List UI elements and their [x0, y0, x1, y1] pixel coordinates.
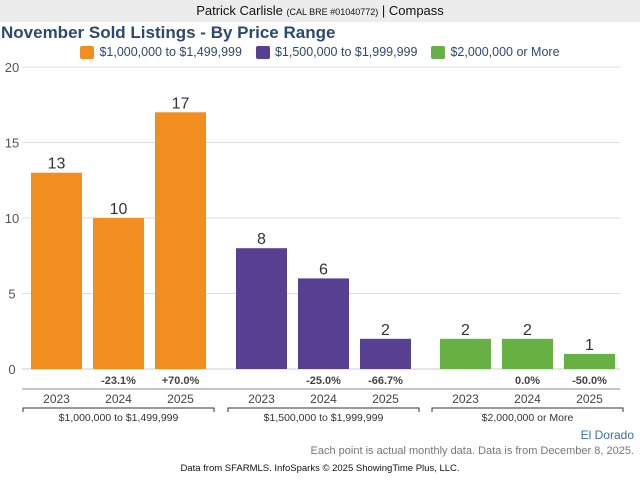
change-label: -50.0%: [572, 375, 607, 387]
bar: [564, 353, 615, 369]
bar-value-label: 17: [172, 95, 190, 112]
x-tick-label: 2025: [372, 392, 399, 406]
x-tick-label: 2023: [248, 392, 275, 406]
group-label: $1,000,000 to $1,499,999: [59, 412, 179, 424]
bar: [236, 248, 287, 369]
bar-value-label: 6: [319, 261, 328, 278]
group-bracket: [431, 407, 624, 412]
legend-label: $2,000,000 or More: [450, 45, 560, 59]
x-tick-label: 2024: [105, 392, 132, 406]
data-source-footer: Data from SFARMLS. InfoSparks © 2025 Sho…: [180, 463, 460, 474]
x-tick-label: 2024: [514, 392, 541, 406]
x-tick-label: 2023: [43, 392, 70, 406]
group-label: $2,000,000 or More: [482, 412, 574, 424]
bar: [360, 338, 411, 369]
legend-item-1m-1-5m: $1,000,000 to $1,499,999: [80, 45, 242, 59]
bar: [440, 338, 491, 369]
x-tick-label: 2023: [452, 392, 479, 406]
change-label: -66.7%: [368, 375, 403, 387]
x-tick-label: 2024: [310, 392, 337, 406]
bar: [298, 278, 349, 369]
y-tick-label: 10: [5, 211, 19, 226]
x-tick-label: 2025: [167, 392, 194, 406]
agent-license: (CAL BRE #01040772): [286, 7, 379, 17]
chart-legend: $1,000,000 to $1,499,999 $1,500,000 to $…: [0, 45, 640, 59]
legend-item-1-5m-2m: $1,500,000 to $1,999,999: [255, 45, 418, 59]
agent-name: Patrick Carlisle: [196, 3, 283, 18]
x-tick-label: 2025: [576, 392, 603, 406]
header-separator: |: [381, 3, 386, 18]
bar-value-label: 2: [381, 322, 390, 339]
bar: [502, 338, 553, 369]
group-bracket: [227, 407, 420, 412]
legend-label: $1,500,000 to $1,999,999: [274, 45, 418, 59]
agent-header: Patrick Carlisle (CAL BRE #01040772) | C…: [0, 0, 640, 22]
y-tick-label: 0: [8, 362, 15, 377]
group-bracket: [22, 407, 215, 412]
legend-swatch: [431, 45, 446, 59]
bar-value-label: 10: [110, 201, 128, 218]
bar-value-label: 1: [585, 337, 594, 354]
bar-value-label: 2: [523, 322, 532, 339]
change-label: -23.1%: [101, 375, 136, 387]
brokerage-name: Compass: [388, 3, 444, 18]
legend-item-2m-plus: $2,000,000 or More: [431, 45, 560, 59]
bar-value-label: 2: [461, 322, 470, 339]
y-tick-label: 5: [8, 287, 15, 302]
bar-value-label: 8: [257, 231, 266, 248]
data-note: Each point is actual monthly data. Data …: [310, 445, 634, 457]
y-tick-label: 20: [5, 60, 19, 75]
y-tick-label: 15: [5, 136, 19, 151]
bar: [155, 112, 206, 370]
chart-title: November Sold Listings - By Price Range: [1, 23, 336, 42]
change-label: 0.0%: [515, 375, 540, 387]
bar: [31, 172, 82, 369]
group-label: $1,500,000 to $1,999,999: [264, 412, 384, 424]
bar-value-label: 13: [48, 156, 66, 173]
change-label: -25.0%: [306, 375, 341, 387]
region-label: El Dorado: [580, 428, 634, 442]
legend-swatch: [80, 45, 95, 59]
legend-swatch: [255, 45, 270, 59]
change-label: +70.0%: [162, 375, 200, 387]
legend-label: $1,000,000 to $1,499,999: [99, 45, 242, 59]
bar: [93, 218, 144, 369]
